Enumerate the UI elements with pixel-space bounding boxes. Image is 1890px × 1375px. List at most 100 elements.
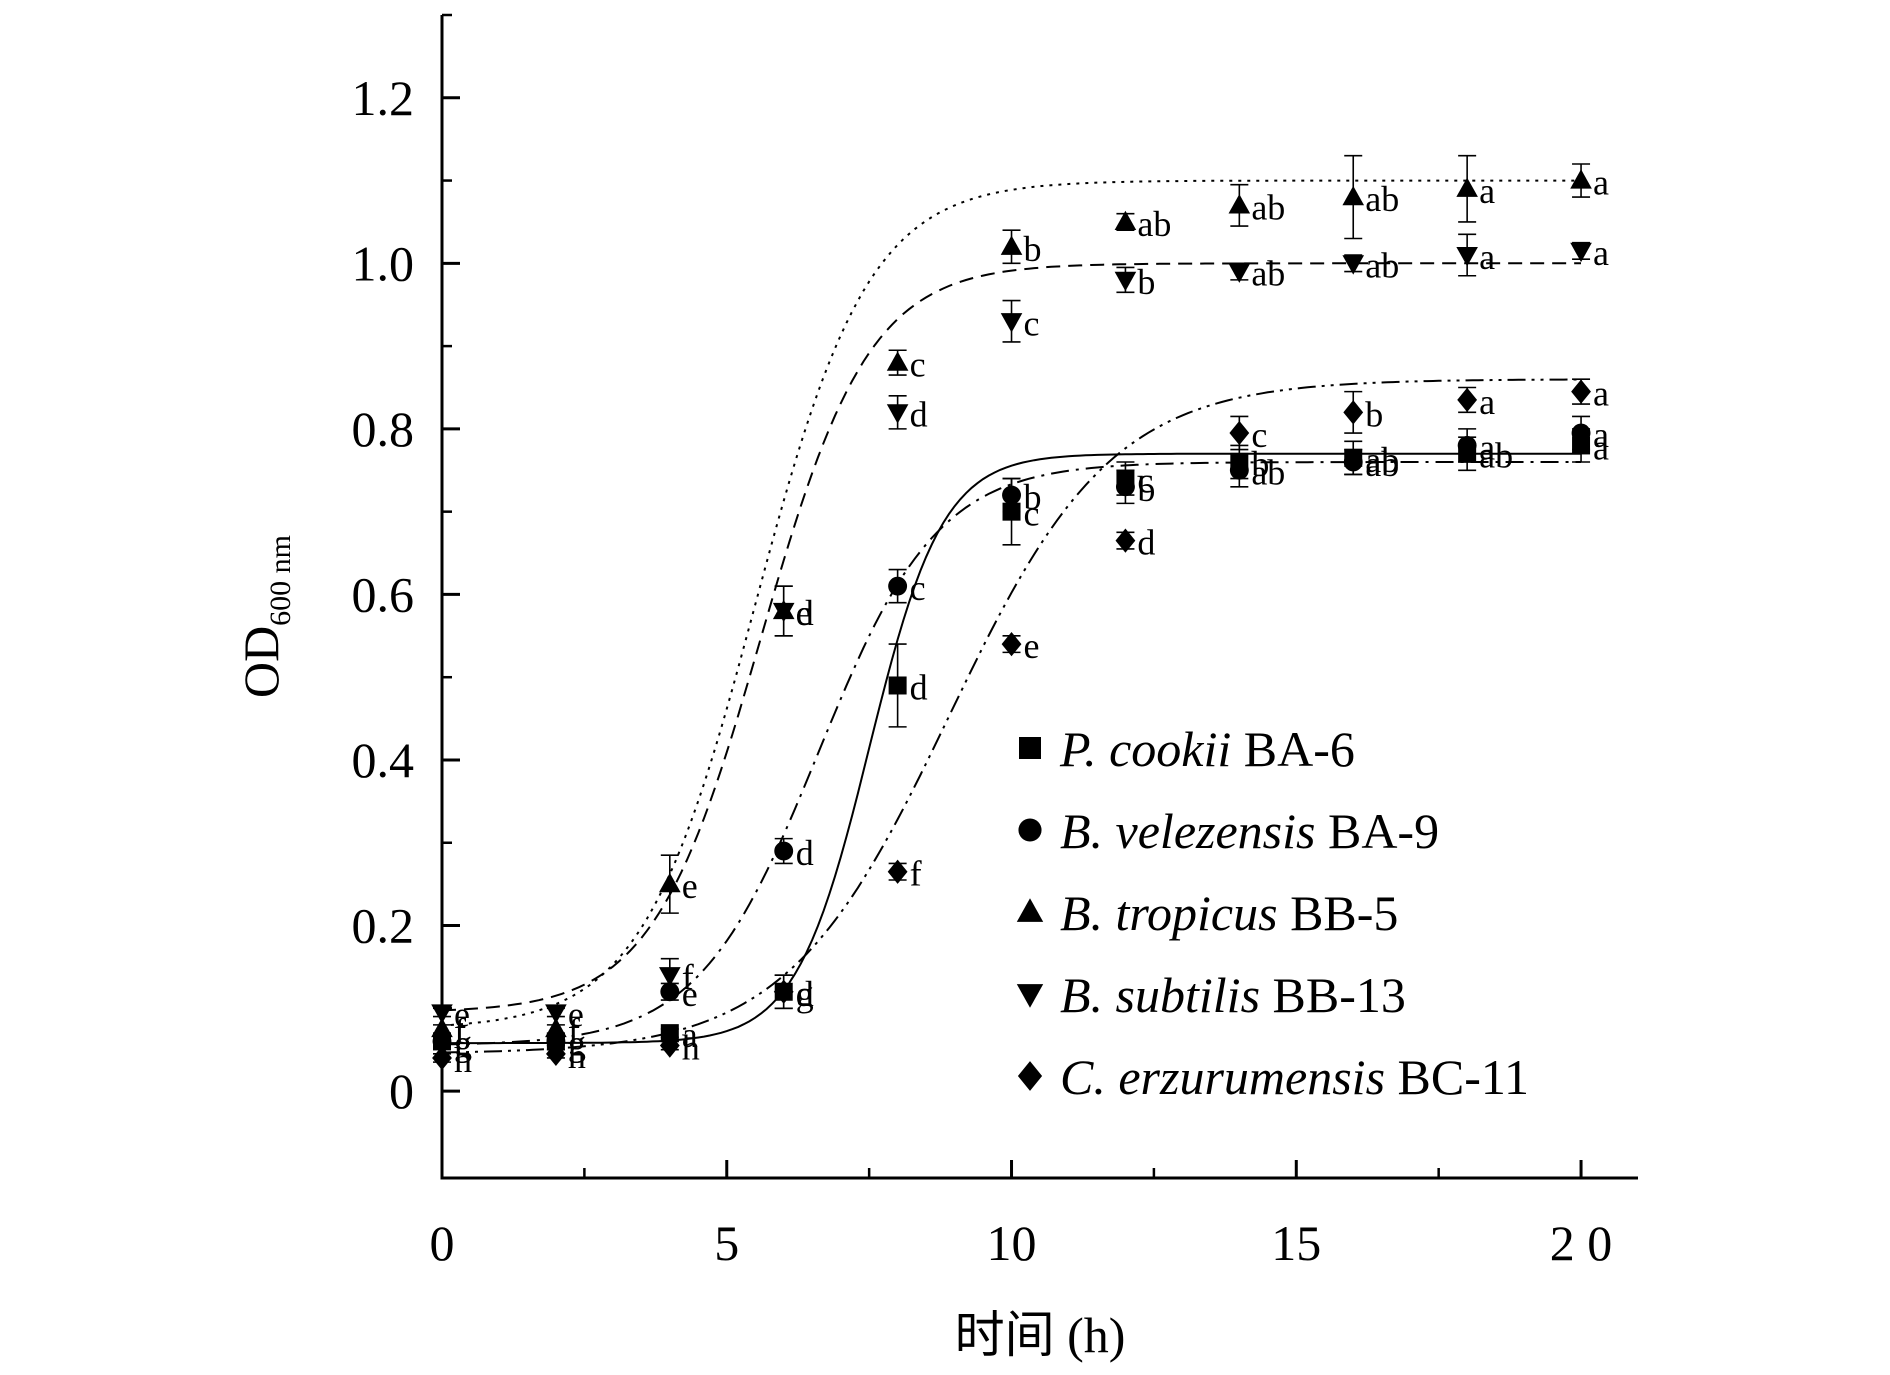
legend-marker-circle [1018, 818, 1042, 842]
point-triangle-down [545, 1004, 567, 1024]
point-diamond [1343, 400, 1364, 425]
point-triangle-up [1228, 194, 1251, 214]
legend-marker-triangle-up [1016, 898, 1044, 922]
x-tick-label: 2 0 [1550, 1215, 1613, 1271]
significance-letter: c [910, 345, 926, 385]
point-triangle-up [431, 1017, 453, 1038]
significance-letter: b [1365, 394, 1383, 434]
significance-letter: e [796, 593, 812, 633]
point-triangle-up [1570, 169, 1592, 189]
fit-curves-layer [441, 179, 1581, 1054]
point-diamond [1229, 420, 1250, 446]
significance-letter: a [1593, 233, 1609, 273]
fit-curve-triangle-up [441, 179, 1581, 1027]
significance-letter: a [1479, 171, 1495, 211]
significance-letter: ab [1365, 179, 1399, 219]
legend-marker-square [1019, 737, 1041, 759]
significance-letter: b [1024, 477, 1042, 517]
significance-letter: e [682, 866, 698, 906]
significance-letter: ab [1251, 187, 1285, 227]
significance-letter: ab [1251, 452, 1285, 492]
significance-letter: b [1251, 444, 1269, 484]
point-circle [1343, 452, 1363, 472]
point-triangle-down [659, 967, 681, 987]
legend-label: B. velezensis BA-9 [1060, 803, 1439, 859]
point-diamond [546, 1041, 566, 1066]
significance-letter: f [568, 1011, 580, 1051]
y-tick-label: 1.2 [352, 70, 415, 126]
y-tick-label: 0 [389, 1063, 414, 1119]
significance-letter: c [1024, 303, 1040, 343]
point-triangle-up [1114, 210, 1137, 231]
legend-label: B. subtilis BB-13 [1060, 967, 1406, 1023]
legend-species: P. cookii [1059, 721, 1231, 777]
y-tick-label: 0.2 [352, 898, 415, 954]
point-triangle-down [772, 602, 795, 623]
point-diamond [659, 1033, 680, 1058]
markers-layer [431, 169, 1592, 1071]
significance-letter: a [1593, 415, 1609, 455]
error-bars-layer [433, 154, 1591, 1063]
y-axis-title-subscript: 600 nm [264, 535, 297, 626]
significance-letter: a [1593, 427, 1609, 467]
legend-species: B. subtilis [1060, 967, 1260, 1023]
point-triangle-down [1228, 263, 1251, 283]
legend-label: B. tropicus BB-5 [1060, 885, 1398, 941]
significance-letter: b [1137, 469, 1155, 509]
significance-letter: ab [1365, 440, 1399, 480]
point-circle [1571, 423, 1591, 443]
significance-letter: f [682, 957, 694, 997]
legend-strain: BC-11 [1385, 1049, 1529, 1105]
fit-curve-circle [441, 461, 1581, 1046]
point-triangle-down [1456, 246, 1478, 267]
point-circle [1115, 477, 1135, 497]
significance-letter: d [796, 974, 814, 1014]
point-diamond [1571, 379, 1591, 404]
significance-letter: c [1251, 415, 1267, 455]
point-triangle-up [1456, 177, 1478, 197]
point-triangle-up [545, 1017, 567, 1038]
significance-letter: d [796, 593, 814, 633]
legend-label: P. cookii BA-6 [1059, 721, 1355, 777]
fit-curve-triangle-down [441, 262, 1581, 1012]
x-tick-label: 10 [987, 1215, 1037, 1271]
x-tick-label: 15 [1271, 1215, 1321, 1271]
point-diamond [773, 979, 794, 1004]
legend-strain: BB-13 [1260, 967, 1406, 1023]
y-axis-title-group: OD600 nm [233, 535, 297, 698]
significance-letter: a [1479, 427, 1495, 467]
legend-species: B. velezensis [1060, 803, 1315, 859]
axes-layer: 00.20.40.60.81.01.20 5 10 15 2 0时间 (h)OD600 … [233, 13, 1638, 1363]
significance-letter: f [910, 854, 922, 894]
significance-letter: h [454, 1040, 472, 1080]
significance-letter: b [1024, 229, 1042, 269]
significance-letter: d [910, 667, 928, 707]
significance-letter: h [682, 1028, 700, 1068]
significance-letter: a [1593, 163, 1609, 203]
significance-letter: ab [1137, 204, 1171, 244]
significance-letter: g [568, 1023, 586, 1063]
point-square [1002, 502, 1021, 521]
legend-strain: BB-5 [1278, 885, 1399, 941]
significance-letter: a [1593, 374, 1609, 414]
significance-letter: d [910, 394, 928, 434]
significance-letter: ab [1251, 254, 1285, 294]
x-axis-title: 时间 (h) [955, 1307, 1126, 1363]
x-tick-label: 5 [714, 1215, 739, 1271]
fit-curve-diamond [441, 378, 1581, 1054]
significance-letter: b [1137, 262, 1155, 302]
significance-letter: c [1137, 461, 1153, 501]
y-tick-label: 0.6 [352, 566, 415, 622]
significance-letter: ab [1365, 245, 1399, 285]
point-triangle-down [1114, 271, 1137, 292]
point-diamond [1457, 387, 1478, 413]
significance-letter: g [454, 1023, 472, 1063]
significance-letter: f [454, 1011, 466, 1051]
point-triangle-down [886, 404, 909, 424]
point-circle [888, 576, 908, 596]
significance-letter: d [796, 833, 814, 873]
y-tick-label: 1.0 [352, 235, 415, 291]
significance-letter: g [454, 1023, 472, 1063]
legend: P. cookii BA-6 B. velezensis BA-9 B. tropi… [1016, 721, 1529, 1105]
